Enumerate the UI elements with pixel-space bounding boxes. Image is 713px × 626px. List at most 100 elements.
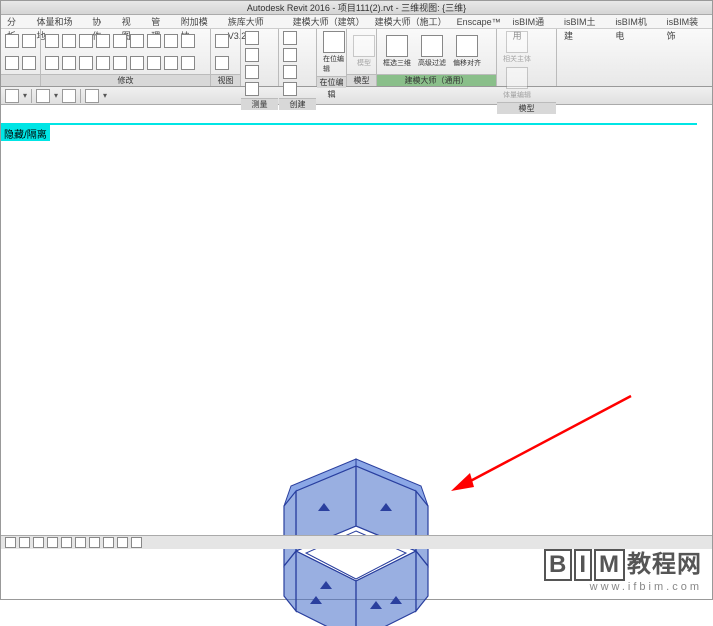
ribbon-button[interactable]: 相关主体 [501, 31, 533, 64]
tool-icon[interactable] [245, 48, 259, 62]
sb-icon[interactable] [75, 537, 86, 548]
tool-icon[interactable] [283, 31, 297, 45]
tool-icon[interactable] [22, 56, 36, 70]
sb-icon[interactable] [89, 537, 100, 548]
sb-icon[interactable] [19, 537, 30, 548]
dropdown-icon[interactable]: ▾ [23, 91, 27, 100]
tool-icon [323, 31, 345, 53]
ribbon-group-label: 模型 [347, 74, 376, 86]
tool-icon[interactable] [283, 82, 297, 96]
menu-item[interactable]: isBIM装饰 [661, 15, 712, 28]
properties-icon[interactable] [62, 89, 76, 103]
menu-item[interactable]: 协作 [86, 15, 116, 28]
dropdown-icon[interactable]: ▾ [103, 91, 107, 100]
menu-item[interactable]: 建模大师（建筑） [287, 15, 369, 28]
tool-icon[interactable] [45, 56, 59, 70]
ribbon-button[interactable]: 偏移对齐 [451, 35, 483, 68]
button-label: 体量编辑 [503, 90, 531, 100]
tool-icon[interactable] [113, 34, 127, 48]
menu-item[interactable]: 体量和场地 [31, 15, 87, 28]
wm-url: www.ifbim.com [544, 581, 702, 593]
tool-icon [456, 35, 478, 57]
tool-icon[interactable] [96, 34, 110, 48]
ribbon-button[interactable]: 在位编辑 [321, 31, 347, 74]
tool-icon[interactable] [147, 34, 161, 48]
ribbon-group: 修改 [41, 29, 211, 86]
ribbon-group-label: 建模大师（通用） [377, 74, 496, 86]
wm-letter: I [574, 549, 592, 581]
button-label: 高级过滤 [418, 58, 446, 68]
menu-item[interactable]: 视图 [116, 15, 146, 28]
button-label: 在位编辑 [323, 54, 345, 74]
sb-icon[interactable] [117, 537, 128, 548]
view-icon[interactable] [36, 89, 50, 103]
menu-item[interactable]: Enscape™ [451, 15, 507, 28]
tool-icon[interactable] [245, 82, 259, 96]
ribbon-button[interactable]: 体量编辑 [501, 67, 533, 100]
tool-icon[interactable] [164, 34, 178, 48]
ribbon-group: 在位编辑在位编辑 [317, 29, 347, 86]
sb-icon[interactable] [61, 537, 72, 548]
annotation-arrow [446, 391, 636, 501]
tool-icon[interactable] [283, 48, 297, 62]
ribbon-button[interactable]: 高级过滤 [416, 35, 448, 68]
ribbon-button[interactable]: 模型 [351, 35, 377, 68]
tool-icon[interactable] [181, 56, 195, 70]
dropdown-icon[interactable]: ▾ [54, 91, 58, 100]
ribbon-group-label: 模型 [497, 102, 556, 114]
tool-icon[interactable] [245, 31, 259, 45]
menu-item[interactable]: 族库大师V3.2 [222, 15, 287, 28]
tool-icon [506, 67, 528, 89]
ribbon-group: 测量 [241, 29, 279, 86]
tool-icon[interactable] [5, 56, 19, 70]
ribbon-group: 框选三维高级过滤偏移对齐建模大师（通用） [377, 29, 497, 86]
menu-item[interactable]: isBIM土建 [558, 15, 609, 28]
tool-icon[interactable] [62, 34, 76, 48]
sb-icon[interactable] [5, 537, 16, 548]
sb-icon[interactable] [33, 537, 44, 548]
tool-icon[interactable] [22, 34, 36, 48]
filter-icon[interactable] [5, 89, 19, 103]
tool-icon[interactable] [130, 56, 144, 70]
tool-icon[interactable] [96, 56, 110, 70]
sb-icon[interactable] [103, 537, 114, 548]
ribbon-group [1, 29, 41, 86]
tool-icon[interactable] [5, 34, 19, 48]
tool-icon[interactable] [45, 34, 59, 48]
ribbon-button[interactable]: 框选三维 [381, 35, 413, 68]
menu-item[interactable]: isBIM机电 [609, 15, 660, 28]
menu-item[interactable]: 管理 [145, 15, 175, 28]
sb-icon[interactable] [47, 537, 58, 548]
tool-icon[interactable] [79, 34, 93, 48]
tool-icon[interactable] [181, 34, 195, 48]
hide-isolate-label: 隐藏/隔离 [1, 125, 50, 142]
tool-icon[interactable] [283, 65, 297, 79]
sb-icon[interactable] [131, 537, 142, 548]
menu-item[interactable]: 建模大师（施工） [369, 15, 451, 28]
tool-icon[interactable] [245, 65, 259, 79]
clipboard-icon[interactable] [85, 89, 99, 103]
ribbon-group-label: 视图 [211, 74, 240, 86]
watermark: BIM教程网 www.ifbim.com [544, 544, 702, 593]
ribbon-group: 相关主体体量编辑模型 [497, 29, 557, 86]
tool-icon[interactable] [215, 34, 229, 48]
menu-item[interactable]: 附加模块 [175, 15, 222, 28]
viewport[interactable] [1, 141, 712, 535]
selection-highlight [1, 123, 697, 125]
ribbon: 修改视图测量创建在位编辑在位编辑模型模型框选三维高级过滤偏移对齐建模大师（通用）… [1, 29, 712, 87]
tool-icon[interactable] [62, 56, 76, 70]
hexagon-model[interactable] [266, 431, 446, 621]
tool-icon[interactable] [215, 56, 229, 70]
tool-icon[interactable] [79, 56, 93, 70]
title-bar: Autodesk Revit 2016 - 项目111(2).rvt - 三维视… [1, 1, 712, 15]
tool-icon[interactable] [113, 56, 127, 70]
quick-access-bar: ▾ ▾ ▾ [1, 87, 712, 105]
tool-icon[interactable] [164, 56, 178, 70]
menu-item[interactable]: 分析 [1, 15, 31, 28]
tool-icon[interactable] [130, 34, 144, 48]
tool-icon[interactable] [147, 56, 161, 70]
ribbon-group: 创建 [279, 29, 317, 86]
menu-item[interactable]: isBIM通用 [507, 15, 558, 28]
ribbon-group-label: 在位编辑 [317, 76, 346, 88]
menu-bar: 分析体量和场地协作视图管理附加模块族库大师V3.2建模大师（建筑）建模大师（施工… [1, 15, 712, 29]
